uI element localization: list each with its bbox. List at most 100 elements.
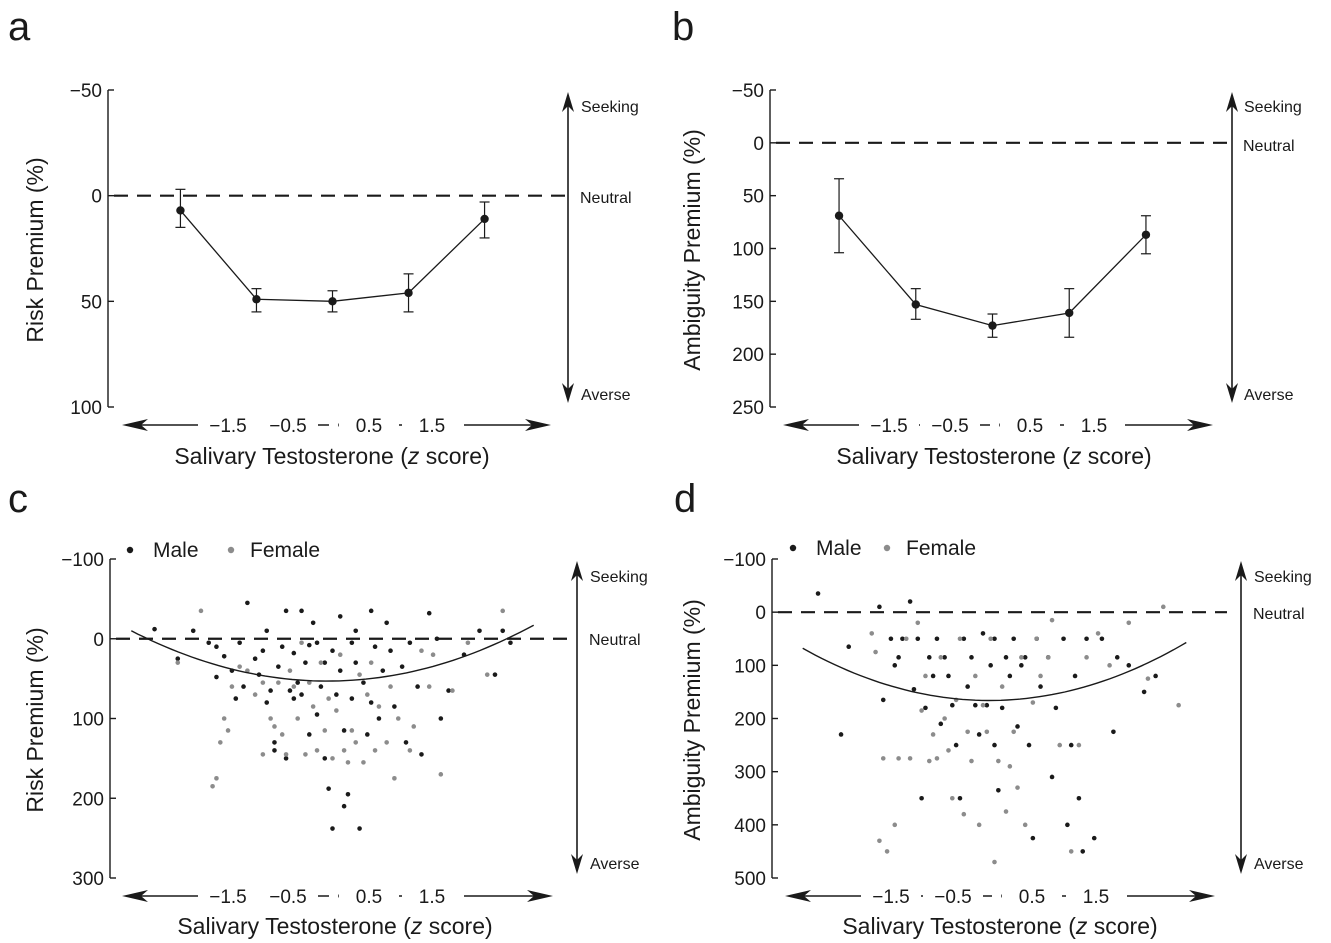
x-tick-label: 0.5 — [1019, 887, 1045, 908]
x-axis-right-arrowhead — [1189, 890, 1215, 902]
x-tick-label: 0.5 — [356, 416, 382, 437]
male-point — [957, 795, 963, 801]
female-point — [357, 672, 362, 677]
male-point — [1049, 774, 1055, 780]
male-point — [969, 655, 974, 660]
male-point — [152, 626, 157, 632]
y-tick-label: 250 — [732, 398, 764, 419]
female-point — [279, 732, 285, 737]
x-tick-label: −1.5 — [209, 416, 247, 437]
quadratic-fit-curve — [130, 624, 535, 682]
mean-point — [176, 206, 185, 215]
male-point — [368, 700, 374, 705]
male-point — [976, 732, 982, 737]
x-tick-label: −0.5 — [269, 416, 307, 437]
male-point — [299, 608, 304, 614]
male-point — [996, 787, 1001, 793]
male-point — [326, 786, 331, 791]
male-point — [942, 655, 947, 660]
y-tick-label: 100 — [70, 398, 102, 419]
panel-c: c Risk Premium (%) Salivary Testosterone… — [8, 477, 648, 939]
male-point — [1141, 689, 1147, 695]
male-point — [372, 644, 378, 650]
panel-c-averse-label: Averse — [590, 856, 640, 873]
male-point — [349, 696, 355, 701]
male-point — [1003, 655, 1009, 660]
female-point — [973, 673, 978, 679]
male-point — [926, 655, 932, 660]
legend-female-label: Female — [906, 537, 976, 560]
x-tick-label: −0.5 — [934, 887, 972, 908]
female-point — [345, 760, 351, 765]
male-point — [241, 684, 246, 689]
female-point — [961, 811, 967, 817]
male-point — [310, 620, 316, 626]
female-point — [430, 652, 436, 657]
male-point — [330, 826, 335, 831]
x-tick-label: −0.5 — [931, 416, 969, 437]
male-point — [919, 795, 924, 801]
male-point — [984, 702, 990, 708]
panel-c-neutral-label: Neutral — [589, 632, 641, 649]
male-point — [980, 631, 986, 636]
male-point — [361, 680, 366, 685]
panel-a-seeking-label: Seeking — [581, 99, 639, 116]
female-point — [1145, 676, 1151, 681]
male-point — [276, 664, 281, 669]
seeking-arrowhead — [1235, 561, 1247, 581]
male-point — [252, 656, 258, 661]
female-point — [419, 648, 424, 654]
x-axis-right-arrowhead — [525, 419, 551, 431]
panel-c-xlabel: Salivary Testosterone (z score) — [177, 913, 492, 939]
male-point — [492, 672, 498, 677]
male-point — [1114, 655, 1120, 660]
panel-c-plot: −100 0 100 200 300 −1.5 −0.5 0.5 1.5 — [61, 550, 583, 908]
female-point — [942, 716, 947, 721]
male-point — [299, 692, 304, 697]
panel-b-xlabel: Salivary Testosterone (z score) — [836, 443, 1151, 469]
female-point — [326, 696, 331, 701]
male-point — [877, 604, 882, 610]
female-point — [465, 640, 471, 646]
female-point — [1038, 673, 1043, 679]
panel-c-ylabel: Risk Premium (%) — [22, 627, 48, 812]
female-point — [214, 776, 219, 781]
female-point — [237, 664, 242, 669]
y-tick-label: 200 — [72, 789, 104, 810]
x-tick-label-mask — [198, 885, 258, 907]
female-point — [210, 783, 215, 789]
male-point — [330, 648, 335, 654]
panel-d-label: d — [674, 477, 696, 521]
female-point — [1076, 742, 1082, 748]
female-point — [218, 740, 223, 745]
male-point — [237, 640, 242, 646]
male-point — [1022, 655, 1028, 660]
panel-d-plot: −100 0 100 200 300 400 500 −1.5 −0.5 0.5 1.5 — [723, 550, 1247, 908]
male-point — [1126, 663, 1132, 668]
female-point — [1019, 655, 1024, 660]
male-point — [283, 756, 289, 761]
x-axis-left-arrowhead — [122, 890, 148, 902]
female-point — [907, 756, 913, 761]
female-point — [314, 748, 320, 753]
female-point — [873, 649, 878, 655]
x-tick-label: 1.5 — [1081, 416, 1107, 437]
male-point — [846, 644, 852, 650]
y-tick-label: 100 — [732, 240, 764, 261]
x-tick-label: 0.5 — [1017, 416, 1043, 437]
male-point — [1153, 673, 1158, 679]
x-tick-label-mask — [861, 885, 921, 907]
averse-arrowhead — [1235, 854, 1247, 874]
male-point — [1011, 636, 1016, 642]
female-point — [365, 692, 370, 697]
male-point — [1038, 684, 1043, 689]
female-point — [411, 724, 417, 729]
female-point — [896, 756, 901, 761]
male-point — [399, 664, 405, 669]
male-point — [345, 791, 351, 797]
female-point — [938, 655, 944, 660]
female-point — [976, 822, 982, 828]
averse-arrowhead — [562, 383, 574, 403]
female-point — [1003, 809, 1009, 814]
